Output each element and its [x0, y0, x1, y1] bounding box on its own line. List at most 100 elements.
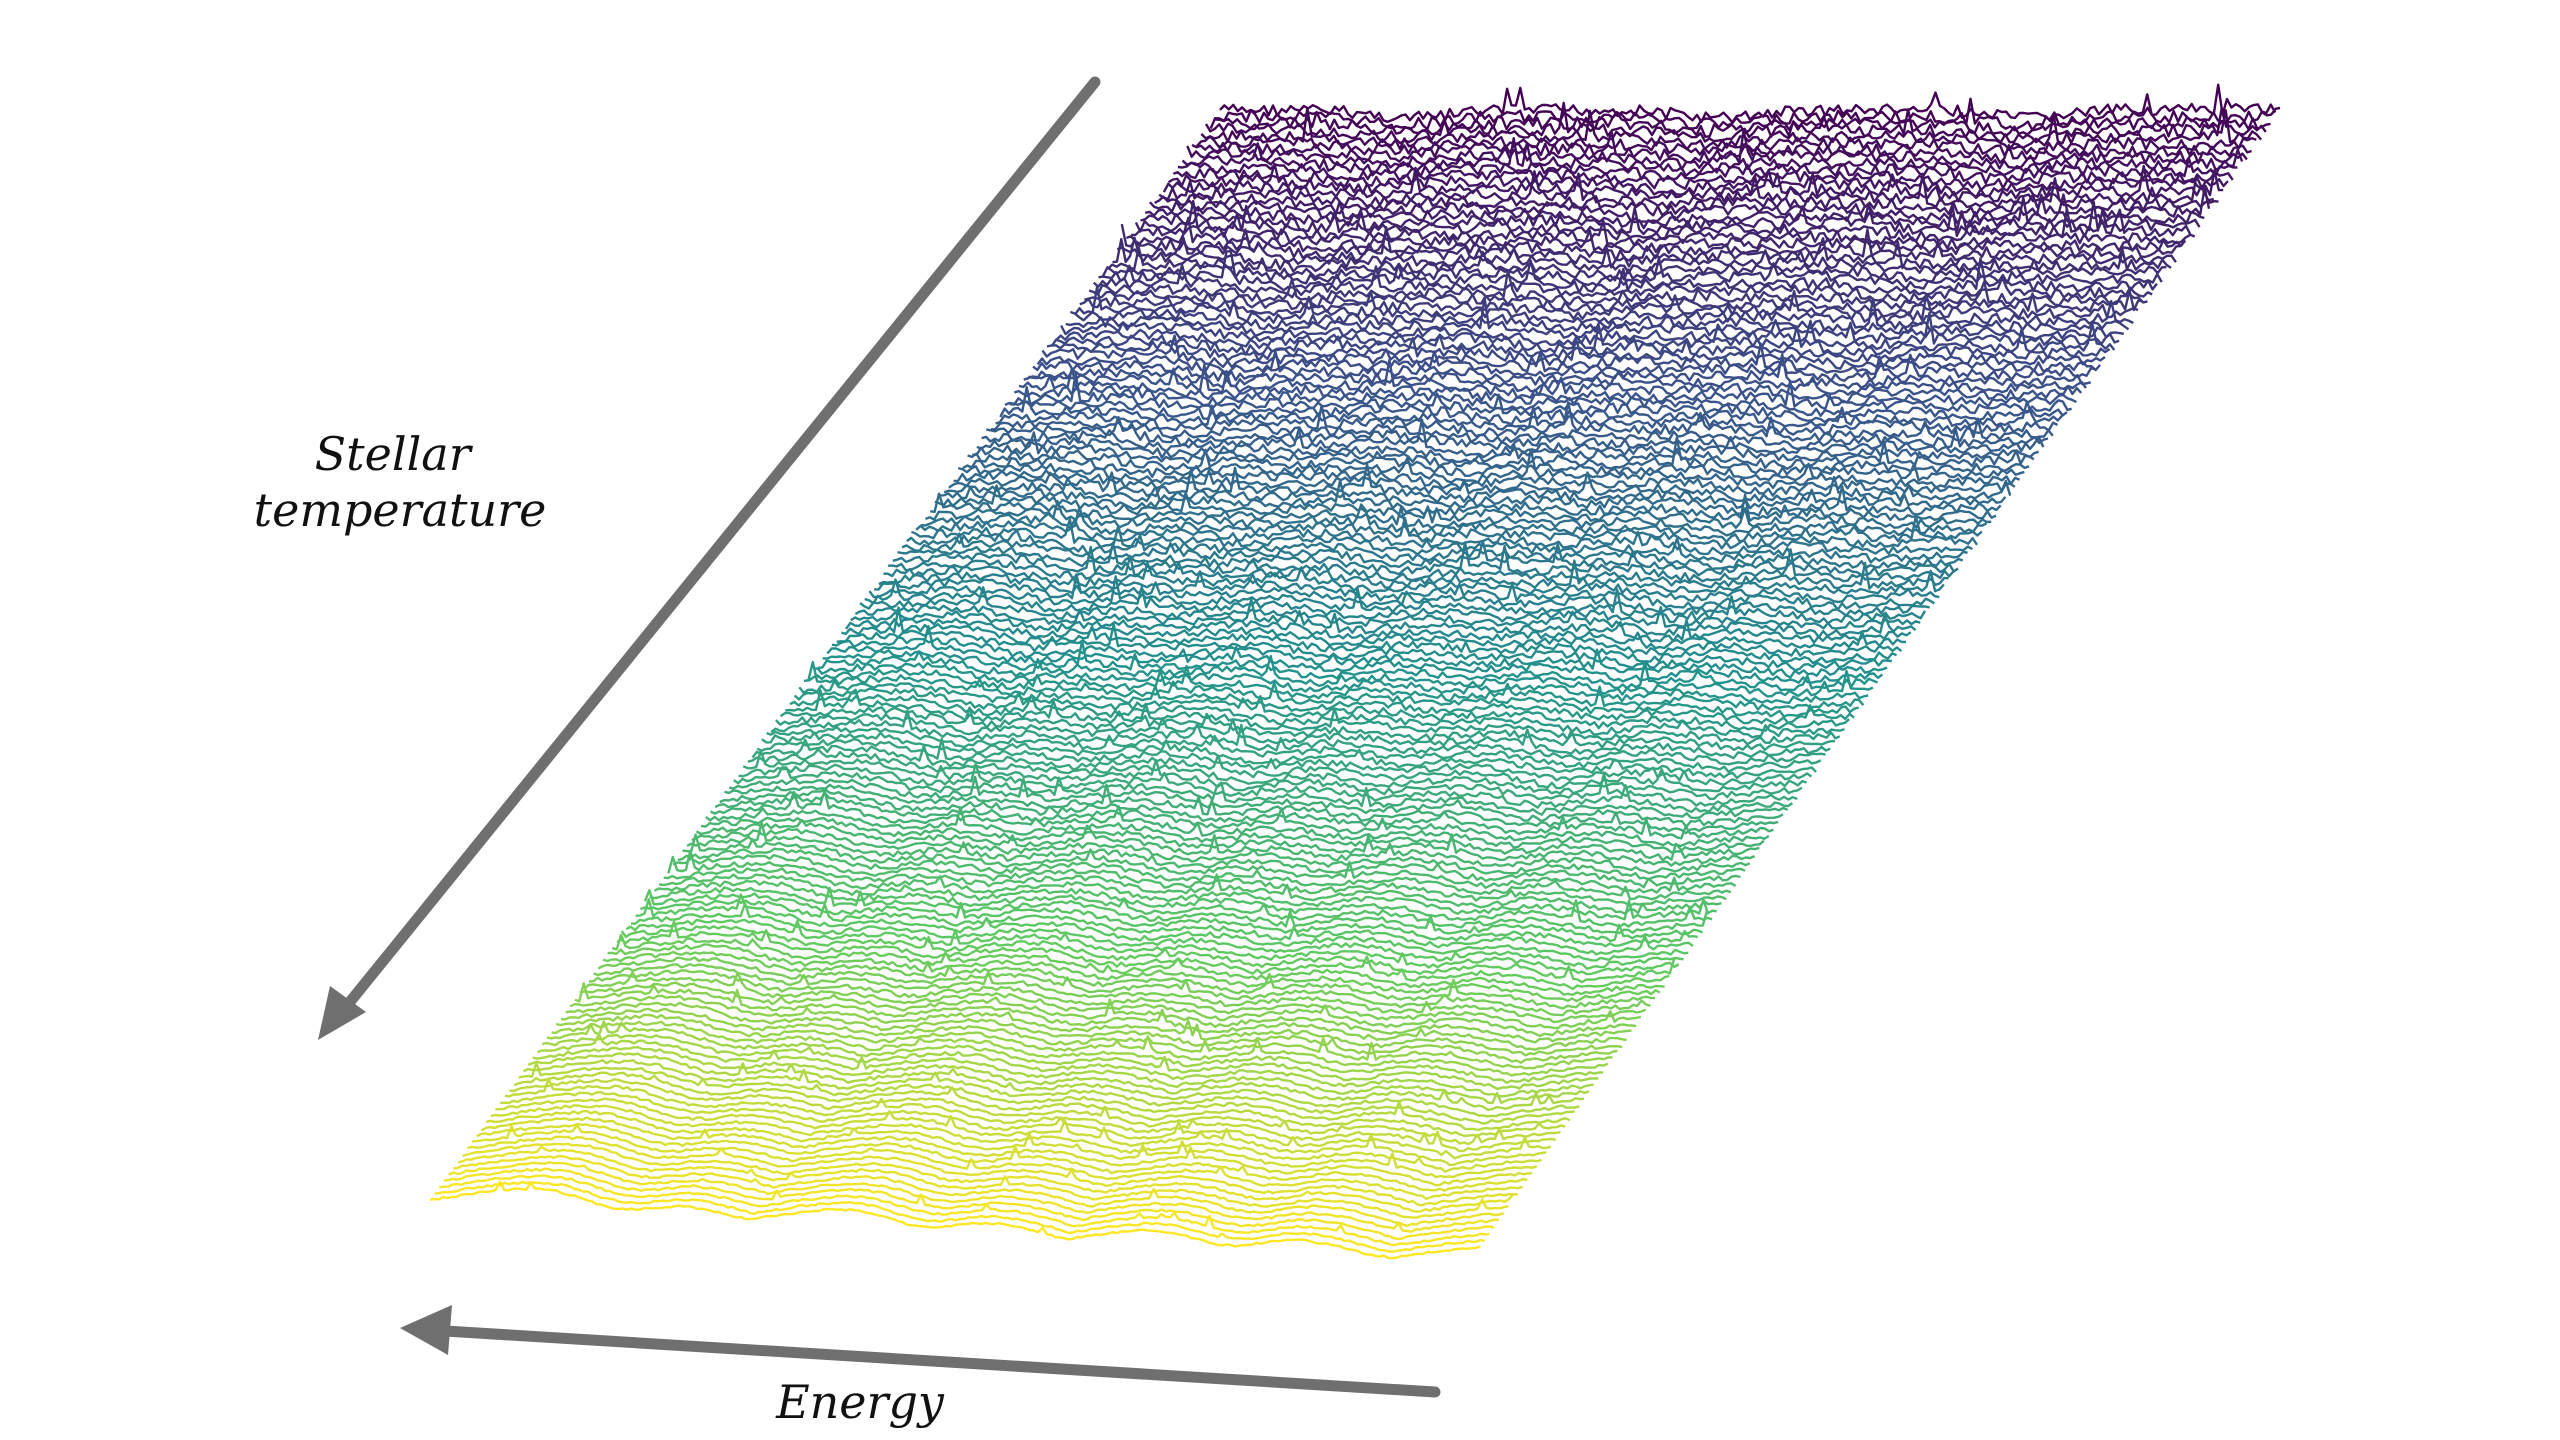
spectrum-line — [453, 1154, 1505, 1228]
spectrum-line — [541, 1033, 1594, 1098]
spectrum-line — [1219, 83, 2281, 124]
spectrum-line — [467, 1135, 1518, 1207]
spectrum-line — [682, 833, 1737, 894]
spectrum-line — [1126, 216, 2187, 255]
spectrum-line — [845, 617, 1903, 657]
spectrum-line — [616, 920, 1670, 991]
energy-axis-label: Energy — [775, 1375, 945, 1429]
spectrum-line — [635, 893, 1689, 962]
spectrum-line — [841, 606, 1898, 665]
spectrum-line — [803, 660, 1860, 718]
spectrum-line — [532, 1046, 1585, 1111]
spectrum-line — [593, 963, 1647, 1024]
spectrum-line — [770, 709, 1826, 766]
spectrum-line — [1036, 350, 2096, 382]
spectrum-line — [485, 1109, 1538, 1179]
spectrum-line — [630, 902, 1684, 970]
spectrum-line — [480, 1116, 1533, 1187]
spectrum-line — [826, 625, 1884, 684]
spectrum-line — [868, 575, 1927, 625]
spectrum-line — [724, 783, 1779, 835]
spectrum-line — [789, 693, 1845, 739]
spectrum-line — [798, 679, 1855, 725]
spectrum-line — [817, 650, 1874, 698]
spectrum-line — [957, 462, 2016, 497]
temperature-axis-label-line2: temperature — [254, 483, 547, 537]
spectrum-line — [813, 661, 1869, 705]
spectrum-line — [677, 847, 1732, 901]
spectrum-line — [471, 1124, 1523, 1201]
spectrum-line — [569, 994, 1623, 1057]
spectrum-line — [1050, 333, 2111, 363]
spectrum-line — [883, 561, 1940, 604]
spectrum-line — [1112, 236, 2172, 276]
spectrum-line — [822, 640, 1879, 692]
energy-axis-arrow — [400, 1305, 1441, 1398]
spectrum-line — [1070, 308, 2130, 335]
spectrum-line — [607, 943, 1661, 1003]
temperature-axis-label: Stellar temperature — [254, 427, 547, 537]
spectrum-line — [953, 469, 2012, 503]
spectrum-line — [643, 889, 1698, 948]
spectrum-line — [490, 1104, 1542, 1173]
spectrum-line — [705, 806, 1760, 862]
spectrum-line — [672, 853, 1727, 908]
spectrum-line — [906, 529, 1964, 570]
spectrum-line — [537, 1033, 1590, 1105]
spectrum-line — [695, 818, 1751, 875]
spectrum-line — [1009, 371, 2068, 424]
spectrum-line — [850, 610, 1907, 650]
temperature-arrow-line — [339, 76, 1101, 1014]
spectrum-line — [1004, 399, 2064, 428]
spectrum-line — [574, 982, 1627, 1051]
spectrum-line — [859, 586, 1917, 639]
spectrum-line — [658, 873, 1713, 928]
spectrum-line — [807, 665, 1865, 711]
spectrum-line — [728, 775, 1784, 828]
spectrum-line — [429, 1180, 1481, 1260]
spectrum-line — [546, 1020, 1599, 1091]
spectrum-line — [1060, 311, 2120, 351]
spectrum-line — [967, 448, 2025, 482]
spectrum-line — [653, 879, 1709, 935]
spectrum-line — [1065, 296, 2124, 344]
spectrum-line — [602, 950, 1656, 1010]
spectrum-line — [864, 578, 1921, 630]
spectrum-line — [1028, 367, 2087, 396]
spectrum-line — [831, 636, 1888, 679]
spectrum-line — [854, 598, 1912, 644]
spectrum-line — [579, 981, 1632, 1044]
spectrum-line — [943, 477, 2002, 517]
spectrum-line — [738, 762, 1794, 814]
spectrum-line — [719, 788, 1774, 840]
spectrum-line — [1131, 212, 2191, 250]
spectrum-line — [714, 791, 1770, 847]
temperature-axis-arrow — [318, 76, 1101, 1040]
spectrum-line — [439, 1174, 1490, 1247]
spectrum-line — [640, 899, 1694, 956]
spectrum-line — [565, 1001, 1618, 1064]
spectrum-line — [513, 1071, 1566, 1138]
spectra-series-group — [429, 83, 2281, 1260]
spectrum-line — [901, 532, 1959, 577]
spectrum-line — [1055, 322, 2116, 356]
spectrum-line — [527, 1052, 1580, 1118]
spectrum-line — [920, 505, 1978, 550]
spectrum-line — [1013, 385, 2072, 417]
spectrum-line — [504, 1077, 1556, 1153]
spectrum-line — [476, 1122, 1528, 1192]
spectrum-line — [939, 479, 1997, 523]
spectrum-line — [1209, 110, 2271, 138]
spectrum-line — [1204, 101, 2267, 145]
spectrum-line — [443, 1167, 1495, 1241]
spectrum-line — [499, 1090, 1552, 1160]
spectrum-line — [934, 484, 1992, 529]
spectrum-line — [462, 1142, 1515, 1213]
spectrum-line — [686, 821, 1741, 889]
spectrum-line — [888, 554, 1945, 595]
spectrum-line — [1116, 226, 2177, 270]
spectrum-line — [948, 463, 2007, 510]
spectrum-line — [1215, 93, 2277, 132]
spectrum-line — [775, 713, 1831, 760]
spectrum-line — [986, 415, 2045, 455]
